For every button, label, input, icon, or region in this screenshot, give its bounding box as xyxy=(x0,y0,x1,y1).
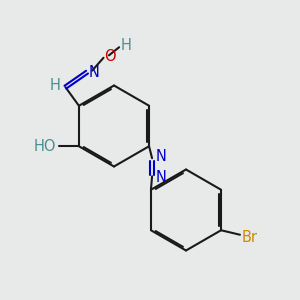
Text: HO: HO xyxy=(34,139,56,154)
Text: N: N xyxy=(88,65,99,80)
Text: O: O xyxy=(104,50,116,64)
Text: N: N xyxy=(156,149,167,164)
Text: N: N xyxy=(156,170,167,185)
Text: Br: Br xyxy=(242,230,257,245)
Text: H: H xyxy=(121,38,131,53)
Text: H: H xyxy=(49,78,60,93)
